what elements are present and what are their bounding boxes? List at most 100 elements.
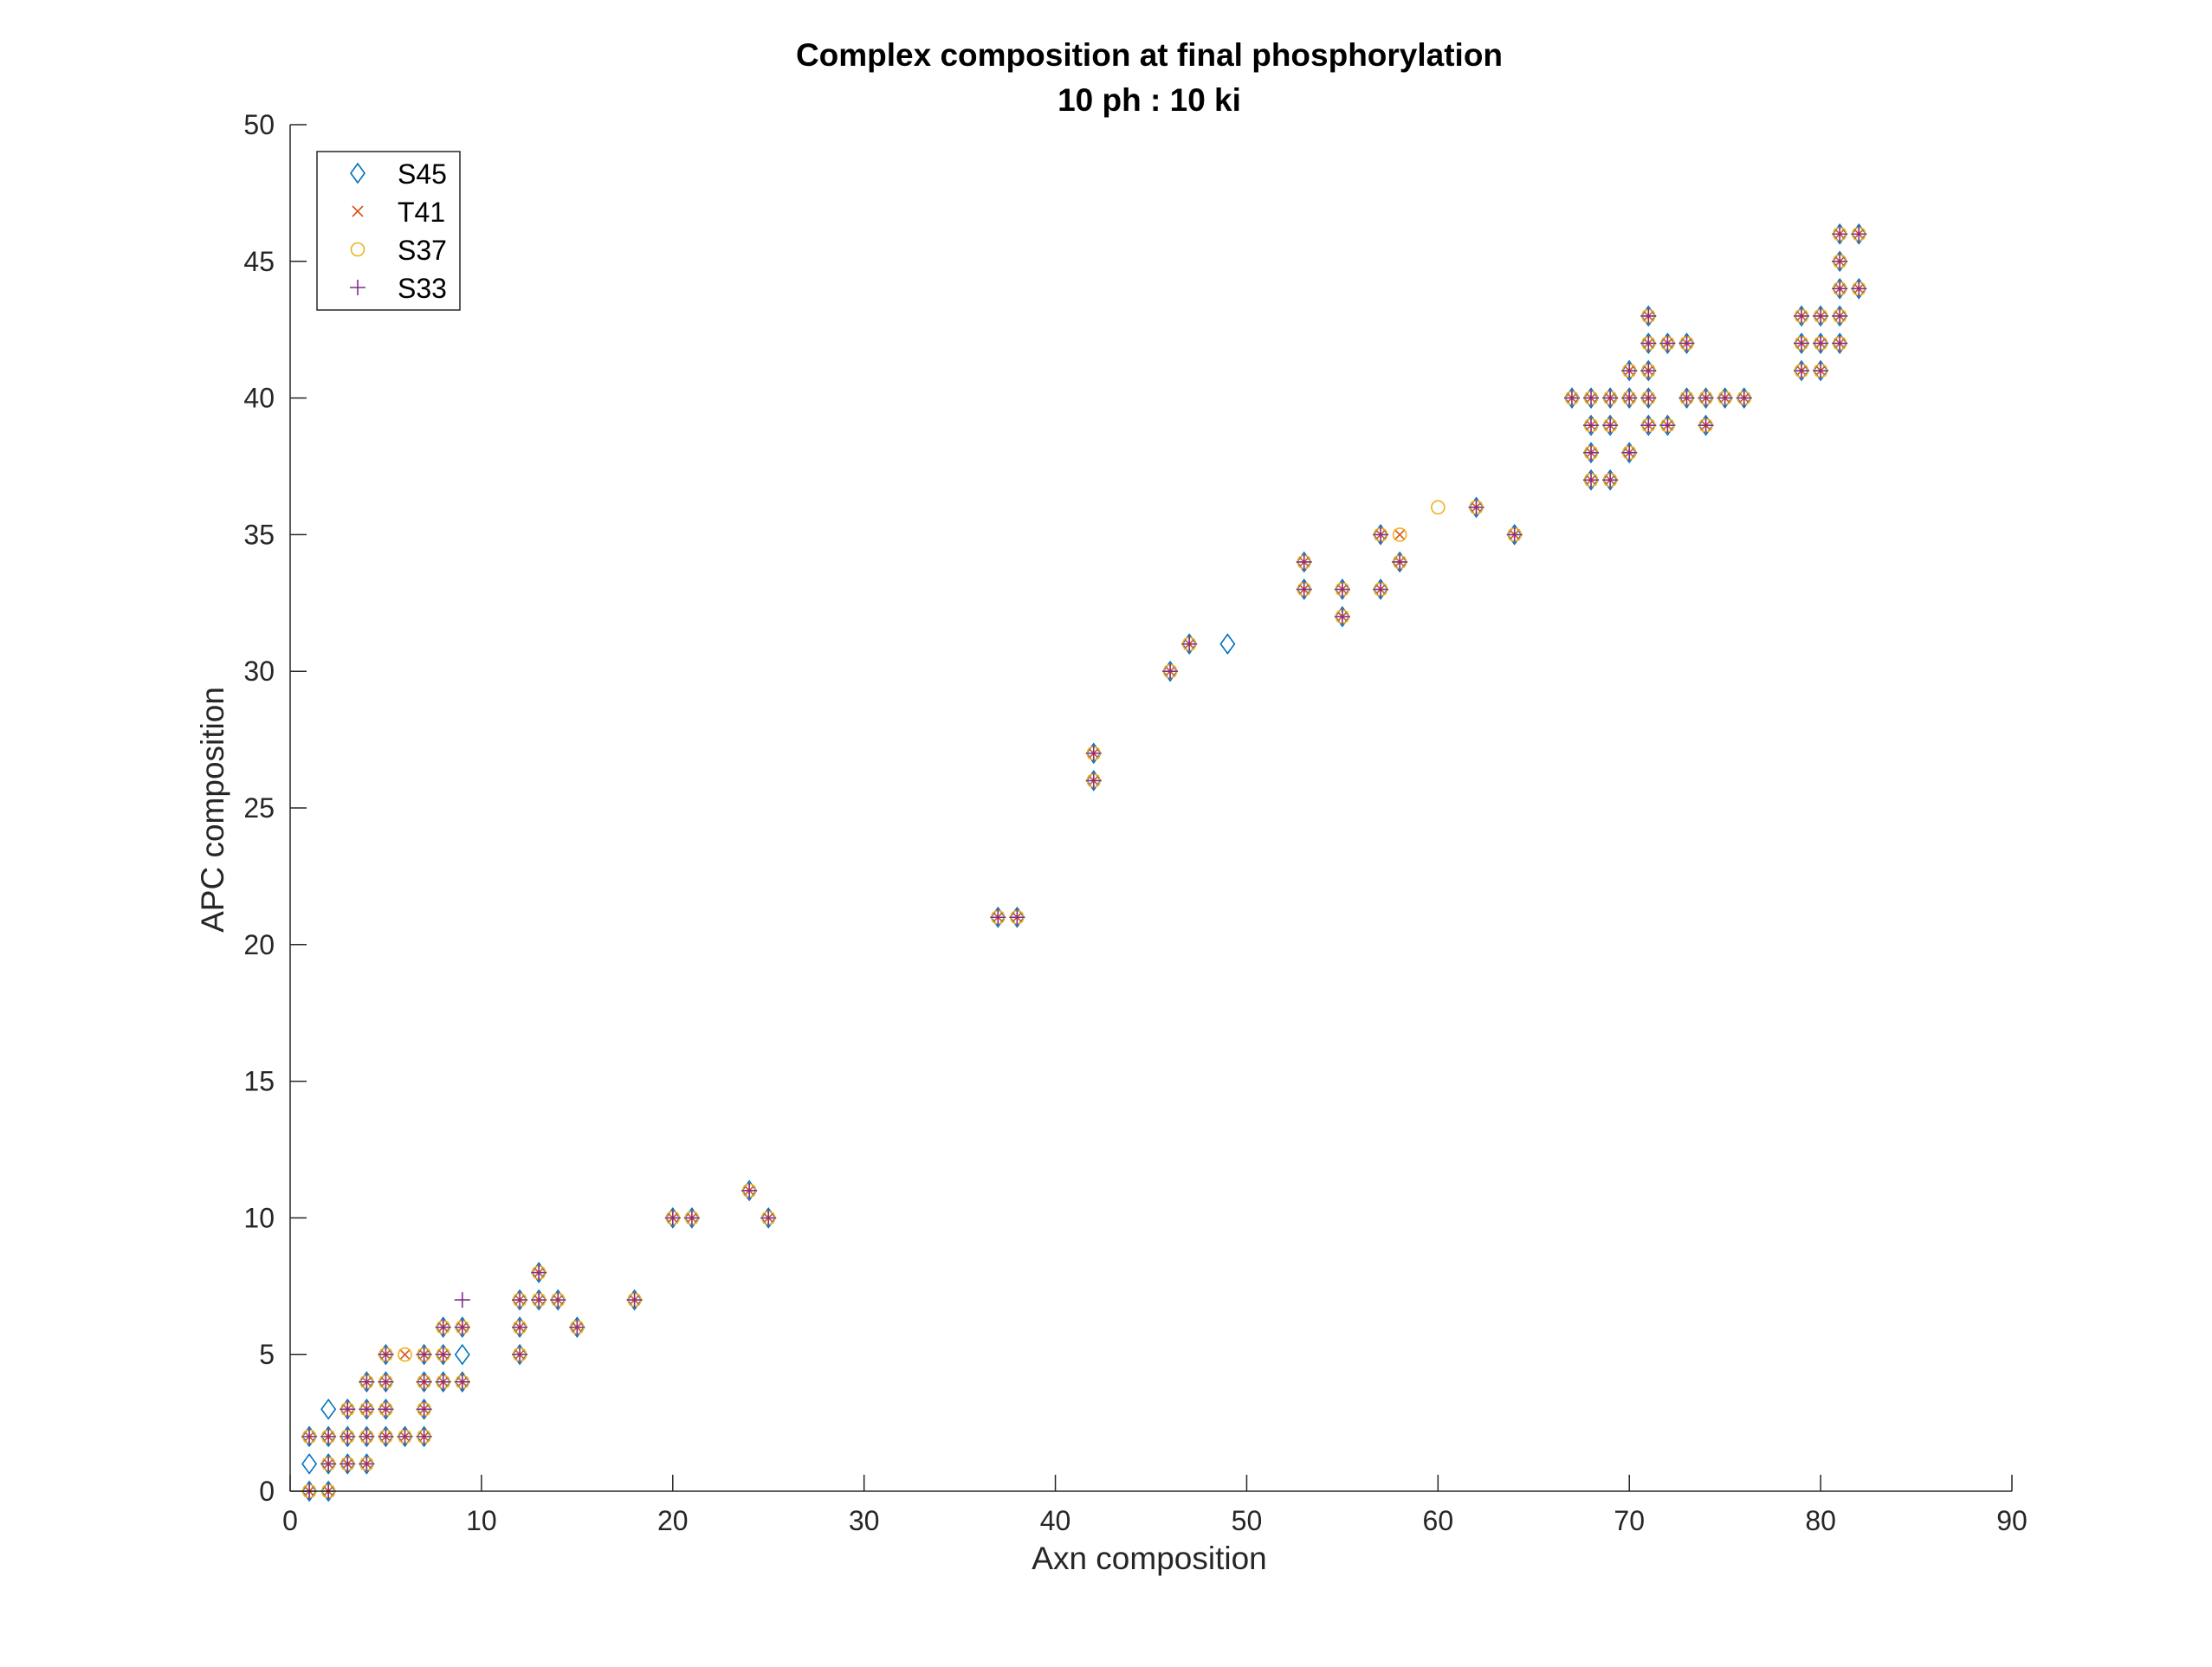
data-point xyxy=(416,1373,432,1390)
data-point xyxy=(1832,307,1848,324)
data-point xyxy=(1602,390,1619,406)
data-point xyxy=(301,1428,318,1444)
data-point xyxy=(1832,333,1848,354)
data-point xyxy=(1640,417,1657,434)
data-point xyxy=(1698,417,1714,434)
data-point xyxy=(416,1401,432,1418)
data-point xyxy=(569,1319,585,1335)
data-point xyxy=(512,1347,528,1363)
y-tick-label: 20 xyxy=(243,929,275,960)
y-tick-label: 40 xyxy=(243,383,275,414)
data-point xyxy=(320,1456,337,1472)
data-point xyxy=(683,1207,700,1229)
data-point xyxy=(1181,633,1198,656)
data-point xyxy=(378,1425,394,1448)
data-point xyxy=(512,1343,528,1366)
data-point xyxy=(435,1373,451,1390)
data-point xyxy=(1659,414,1676,436)
data-point xyxy=(1392,553,1408,570)
data-point xyxy=(1813,333,1829,354)
data-point xyxy=(1832,253,1848,269)
data-point xyxy=(454,1373,470,1390)
legend-item-s33: S33 xyxy=(350,273,447,304)
data-point xyxy=(512,1316,528,1339)
data-point xyxy=(1813,335,1829,352)
data-point xyxy=(1334,605,1350,628)
data-point xyxy=(1621,359,1638,382)
data-point xyxy=(1583,414,1600,436)
data-point xyxy=(454,1292,470,1308)
data-point xyxy=(1659,417,1676,434)
data-point xyxy=(397,1425,413,1448)
data-point xyxy=(1621,390,1638,406)
data-point xyxy=(359,1456,375,1472)
data-point xyxy=(378,1343,394,1366)
legend-item-t41: T41 xyxy=(352,197,445,228)
data-point xyxy=(1832,223,1848,245)
plot-area xyxy=(301,223,1867,1502)
data-point xyxy=(1698,390,1714,406)
data-point xyxy=(1621,387,1638,409)
data-point xyxy=(435,1343,451,1366)
data-point xyxy=(301,1453,318,1475)
data-point xyxy=(1506,524,1523,546)
data-point xyxy=(1602,468,1619,491)
data-point xyxy=(1794,335,1810,352)
data-point xyxy=(990,909,1006,926)
data-point xyxy=(1640,414,1657,436)
data-point xyxy=(359,1371,375,1393)
data-point xyxy=(320,1480,337,1502)
data-point xyxy=(1468,499,1484,515)
data-point xyxy=(454,1371,470,1393)
x-tick-label: 20 xyxy=(657,1505,689,1536)
y-tick-label: 0 xyxy=(259,1476,275,1507)
data-point xyxy=(1851,281,1867,297)
data-point xyxy=(1832,277,1848,300)
legend-label: T41 xyxy=(398,197,445,228)
data-point xyxy=(1296,581,1312,598)
data-point xyxy=(741,1179,758,1202)
data-point xyxy=(1583,468,1600,491)
data-point xyxy=(1832,281,1848,297)
data-point xyxy=(340,1428,356,1444)
chart-subtitle: 10 ph : 10 ki xyxy=(1057,82,1241,118)
data-point xyxy=(416,1371,432,1393)
data-point xyxy=(531,1289,547,1311)
data-point xyxy=(664,1207,681,1229)
data-point xyxy=(626,1292,643,1308)
x-tick-label: 60 xyxy=(1423,1505,1454,1536)
data-point xyxy=(1813,363,1829,379)
data-point xyxy=(1506,527,1523,543)
data-point xyxy=(378,1373,394,1390)
data-point xyxy=(1392,527,1407,542)
data-point xyxy=(1698,387,1714,409)
data-point xyxy=(1640,335,1657,352)
data-point xyxy=(359,1373,375,1390)
data-point xyxy=(1431,500,1446,515)
data-point xyxy=(550,1289,566,1311)
data-point xyxy=(397,1428,413,1444)
chart-title: Complex composition at final phosphoryla… xyxy=(796,37,1503,73)
legend-label: S37 xyxy=(398,235,447,266)
data-point xyxy=(664,1210,681,1226)
x-tick-label: 10 xyxy=(466,1505,497,1536)
y-tick-label: 5 xyxy=(259,1339,275,1370)
legend-label: S45 xyxy=(398,158,447,190)
data-point xyxy=(1678,390,1695,406)
legend-box xyxy=(316,151,461,311)
legend-marker xyxy=(350,242,365,257)
data-point xyxy=(1085,745,1102,761)
data-point xyxy=(1583,390,1600,406)
data-point xyxy=(1813,307,1829,324)
series-s45 xyxy=(301,223,1867,1502)
legend-marker xyxy=(350,162,365,184)
data-point xyxy=(1640,387,1657,409)
data-point xyxy=(320,1428,337,1444)
y-tick-label: 10 xyxy=(243,1202,275,1233)
data-point xyxy=(1563,387,1580,409)
data-point xyxy=(1640,359,1657,382)
data-point xyxy=(1085,772,1102,789)
data-point xyxy=(1832,250,1848,273)
data-point xyxy=(1678,335,1695,352)
data-point xyxy=(435,1347,451,1363)
